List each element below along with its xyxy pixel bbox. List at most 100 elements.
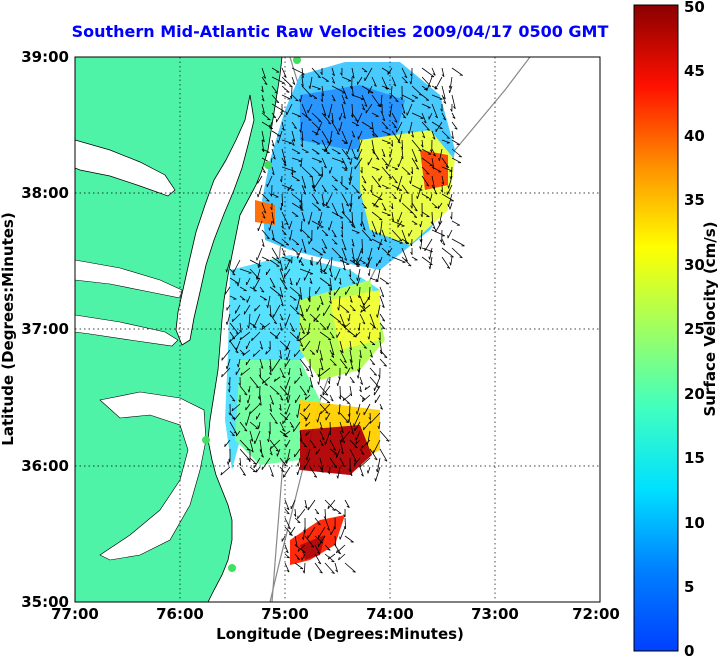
velocity-arrow-head bbox=[331, 336, 335, 339]
velocity-arrow bbox=[331, 175, 338, 182]
velocity-arrow-head bbox=[323, 190, 327, 193]
velocity-arrow-head bbox=[277, 294, 281, 296]
velocity-arrow-head bbox=[266, 304, 269, 308]
velocity-arrow bbox=[269, 259, 280, 267]
velocity-arrow-head bbox=[377, 185, 382, 188]
velocity-arrow-head bbox=[313, 318, 315, 322]
velocity-arrow bbox=[441, 193, 454, 202]
velocity-arrow-head bbox=[313, 446, 317, 449]
velocity-arrow bbox=[221, 349, 231, 361]
velocity-arrow-head bbox=[286, 556, 290, 559]
plot-frame bbox=[74, 56, 601, 603]
velocity-arrow-head bbox=[400, 97, 403, 100]
velocity-arrow bbox=[374, 376, 381, 391]
velocity-arrow bbox=[338, 553, 346, 561]
velocity-arrow-head bbox=[286, 507, 290, 511]
velocity-arrow bbox=[341, 202, 345, 214]
velocity-arrow bbox=[321, 76, 329, 82]
velocity-arrow-head bbox=[379, 219, 383, 221]
velocity-arrow bbox=[361, 94, 368, 107]
velocity-arrow bbox=[281, 256, 291, 261]
colorbar-tick-label: 50 bbox=[684, 0, 705, 16]
velocity-arrow-head bbox=[317, 88, 321, 90]
velocity-arrow bbox=[379, 358, 387, 367]
velocity-arrow-head bbox=[239, 336, 242, 341]
velocity-arrow bbox=[261, 238, 265, 247]
velocity-arrow-head bbox=[343, 267, 346, 271]
velocity-arrow bbox=[369, 376, 380, 388]
velocity-arrow-head bbox=[337, 307, 340, 311]
velocity-arrow bbox=[339, 112, 343, 121]
velocity-arrow bbox=[261, 166, 266, 174]
velocity-arrow bbox=[299, 286, 303, 300]
velocity-arrow-head bbox=[362, 321, 366, 325]
velocity-arrow-head bbox=[426, 184, 430, 187]
y-tick-label: 36:00 bbox=[21, 457, 69, 475]
velocity-arrow bbox=[351, 103, 354, 118]
velocity-arrow-head bbox=[328, 227, 330, 231]
velocity-arrow bbox=[339, 358, 348, 369]
velocity-arrow bbox=[420, 220, 423, 228]
velocity-arrow bbox=[369, 412, 381, 424]
velocity-arrow-head bbox=[246, 448, 250, 451]
velocity-arrow-head bbox=[440, 108, 443, 112]
velocity-arrow-head bbox=[404, 75, 408, 79]
velocity-arrow-head bbox=[349, 393, 353, 397]
velocity-arrow bbox=[381, 202, 387, 211]
velocity-arrow-head bbox=[394, 168, 398, 170]
velocity-arrow bbox=[446, 184, 453, 195]
velocity-arrow-head bbox=[283, 75, 287, 78]
velocity-arrow-head bbox=[296, 339, 300, 342]
velocity-arrow bbox=[297, 247, 303, 259]
velocity-arrow bbox=[249, 322, 257, 328]
velocity-arrow bbox=[319, 457, 324, 470]
velocity-arrow-head bbox=[303, 417, 307, 419]
velocity-arrow bbox=[431, 229, 445, 237]
velocity-arrow bbox=[431, 67, 436, 76]
y-axis-label: Latitude (Degrees:Minutes) bbox=[0, 212, 17, 446]
velocity-arrow bbox=[239, 295, 246, 301]
velocity-arrow bbox=[391, 211, 394, 221]
velocity-arrow bbox=[284, 517, 291, 530]
velocity-arrow-head bbox=[238, 399, 241, 403]
velocity-arrow-head bbox=[344, 166, 348, 170]
velocity-arrow-head bbox=[305, 423, 307, 427]
velocity-arrow bbox=[329, 448, 338, 455]
velocity-arrow bbox=[279, 259, 283, 271]
velocity-arrow bbox=[361, 175, 367, 184]
velocity-arrow bbox=[317, 412, 321, 423]
velocity-arrow bbox=[271, 229, 275, 241]
velocity-arrow bbox=[277, 130, 283, 144]
velocity-arrow bbox=[318, 376, 321, 385]
velocity-arrow-head bbox=[296, 558, 300, 560]
velocity-arrow bbox=[299, 268, 314, 275]
velocity-arrow bbox=[257, 184, 263, 198]
velocity-arrow bbox=[276, 112, 283, 123]
velocity-arrow-head bbox=[341, 210, 345, 214]
x-axis-label: Longitude (Degrees:Minutes) bbox=[216, 625, 464, 643]
velocity-arrow bbox=[339, 439, 344, 455]
velocity-arrow-head bbox=[336, 475, 339, 479]
velocity-arrow bbox=[229, 277, 239, 284]
velocity-arrow bbox=[283, 466, 291, 478]
velocity-arrow-head bbox=[262, 380, 264, 384]
velocity-arrow-head bbox=[285, 397, 288, 401]
velocity-arrow bbox=[401, 76, 408, 84]
velocity-arrow bbox=[311, 112, 322, 122]
velocity-arrow-head bbox=[225, 269, 227, 273]
velocity-arrow bbox=[351, 247, 355, 263]
velocity-arrow bbox=[261, 76, 268, 85]
velocity-arrow bbox=[301, 103, 308, 118]
velocity-arrow bbox=[360, 304, 371, 313]
velocity-arrow bbox=[303, 457, 311, 470]
velocity-arrow-head bbox=[306, 236, 310, 238]
velocity-arrow-head bbox=[420, 144, 424, 148]
velocity-arrow-head bbox=[322, 251, 326, 254]
velocity-arrow bbox=[269, 412, 278, 424]
velocity-arrow-head bbox=[263, 76, 266, 79]
velocity-arrow-head bbox=[255, 386, 259, 389]
velocity-arrow bbox=[301, 229, 311, 238]
velocity-arrow bbox=[359, 349, 362, 358]
velocity-arrow-head bbox=[376, 314, 378, 318]
velocity-arrow-head bbox=[280, 111, 283, 115]
